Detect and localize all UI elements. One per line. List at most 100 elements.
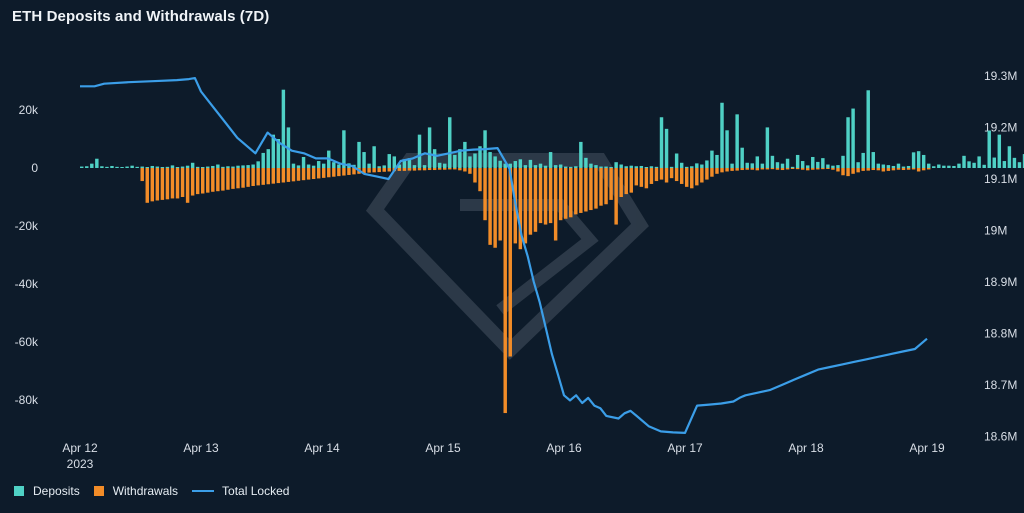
withdrawal-bar bbox=[291, 168, 296, 182]
deposit-bar bbox=[221, 166, 225, 168]
withdrawal-bar bbox=[483, 168, 487, 221]
deposit-bar bbox=[1012, 157, 1017, 168]
legend-item-deposits[interactable]: Deposits bbox=[14, 484, 80, 498]
withdrawal-bar bbox=[770, 168, 775, 170]
deposit-bar bbox=[700, 164, 704, 168]
deposit-bar bbox=[125, 166, 129, 168]
deposit-bar bbox=[463, 141, 467, 168]
deposit-bar bbox=[710, 150, 714, 168]
deposit-bar bbox=[679, 162, 684, 168]
withdrawal-bar bbox=[629, 168, 633, 193]
withdrawal-bar bbox=[856, 168, 860, 173]
withdrawal-bar bbox=[755, 168, 760, 171]
withdrawal-bar bbox=[443, 168, 447, 170]
y-left-tick-label: -60k bbox=[15, 335, 39, 349]
deposit-bar bbox=[316, 161, 321, 168]
withdrawal-bar bbox=[841, 168, 845, 176]
withdrawal-bar bbox=[337, 168, 341, 177]
withdrawal-bar bbox=[614, 168, 618, 225]
withdrawal-bar bbox=[558, 168, 563, 221]
withdrawal-bar bbox=[730, 168, 734, 171]
withdrawal-bar bbox=[589, 168, 593, 211]
deposit-bar bbox=[528, 159, 533, 168]
withdrawal-bar bbox=[700, 168, 704, 183]
withdrawal-bar bbox=[690, 168, 694, 189]
y-left-tick-label: -40k bbox=[15, 277, 39, 291]
withdrawal-bar bbox=[745, 168, 749, 170]
deposit-bar bbox=[705, 160, 709, 168]
deposit-bar bbox=[775, 162, 780, 168]
deposit-bar bbox=[866, 90, 870, 168]
deposit-bar bbox=[1022, 154, 1024, 168]
deposit-bar bbox=[473, 153, 477, 168]
deposit-bar bbox=[972, 162, 976, 168]
deposit-bar bbox=[523, 165, 528, 168]
withdrawals-swatch bbox=[93, 486, 104, 496]
deposit-bar bbox=[377, 166, 381, 168]
withdrawal-bar bbox=[195, 168, 200, 195]
y-right-tick-label: 19.2M bbox=[984, 121, 1017, 135]
withdrawal-bar bbox=[296, 168, 301, 181]
withdrawal-bar bbox=[266, 168, 270, 185]
deposit-bar bbox=[468, 156, 472, 168]
deposit-bar bbox=[871, 152, 875, 168]
withdrawal-bar bbox=[911, 168, 916, 170]
legend-item-total-locked[interactable]: Total Locked bbox=[192, 484, 289, 498]
deposit-bar bbox=[115, 166, 119, 168]
y-left-tick-label: 0 bbox=[31, 161, 38, 175]
deposit-bar bbox=[190, 162, 195, 168]
deposit-bar bbox=[997, 134, 1002, 168]
withdrawal-bar bbox=[760, 168, 765, 170]
withdrawal-bar bbox=[564, 168, 568, 219]
withdrawal-bar bbox=[775, 168, 780, 170]
withdrawal-bar bbox=[619, 168, 623, 197]
withdrawal-bar bbox=[821, 168, 825, 170]
deposits-swatch bbox=[14, 486, 24, 496]
withdrawal-bar bbox=[639, 168, 644, 187]
withdrawal-bar bbox=[664, 168, 669, 183]
y-right-tick-label: 19.3M bbox=[984, 69, 1017, 83]
withdrawal-bar bbox=[306, 168, 311, 180]
deposit-bar bbox=[407, 158, 412, 168]
deposit-bar bbox=[992, 157, 996, 168]
deposit-bar bbox=[185, 165, 190, 168]
withdrawal-bar bbox=[851, 168, 855, 174]
deposit-bar bbox=[271, 134, 276, 168]
withdrawal-bar bbox=[342, 168, 346, 176]
withdrawal-bar bbox=[488, 168, 492, 245]
deposits-series bbox=[80, 89, 1024, 168]
deposit-bar bbox=[685, 166, 689, 168]
withdrawal-bar bbox=[765, 168, 770, 170]
deposit-bar bbox=[422, 165, 427, 168]
legend-item-withdrawals[interactable]: Withdrawals bbox=[93, 484, 178, 498]
withdrawal-bar bbox=[861, 168, 865, 171]
deposit-bar bbox=[150, 165, 155, 168]
deposit-bar bbox=[564, 166, 568, 168]
withdrawal-bar bbox=[795, 168, 800, 170]
deposit-bar bbox=[553, 165, 558, 168]
deposit-bar bbox=[932, 166, 936, 168]
deposit-bar bbox=[100, 166, 104, 168]
withdrawal-bar bbox=[276, 168, 281, 184]
withdrawal-bar bbox=[548, 168, 553, 224]
deposit-bar bbox=[841, 155, 845, 168]
deposit-bar bbox=[952, 165, 956, 168]
y-right-tick-label: 18.7M bbox=[984, 378, 1017, 392]
y-axis-right: 19.3M 19.2M 19.1M 19M 18.9M 18.8M 18.7M 18.6M bbox=[984, 69, 1017, 444]
withdrawal-bar bbox=[569, 168, 573, 218]
x-tick-label: Apr 17 bbox=[667, 441, 703, 455]
deposit-bar bbox=[281, 89, 286, 168]
deposit-bar bbox=[498, 160, 502, 168]
withdrawal-bar bbox=[800, 168, 805, 170]
withdrawal-bar bbox=[886, 168, 891, 171]
withdrawal-bar bbox=[654, 168, 659, 182]
deposit-bar bbox=[1002, 161, 1007, 168]
withdrawal-bar bbox=[145, 168, 149, 203]
withdrawal-bar bbox=[170, 168, 175, 199]
deposit-bar bbox=[362, 152, 366, 168]
deposit-bar bbox=[493, 156, 497, 168]
withdrawal-bar bbox=[916, 168, 921, 172]
deposit-bar bbox=[765, 127, 770, 168]
withdrawal-bar bbox=[412, 168, 417, 171]
